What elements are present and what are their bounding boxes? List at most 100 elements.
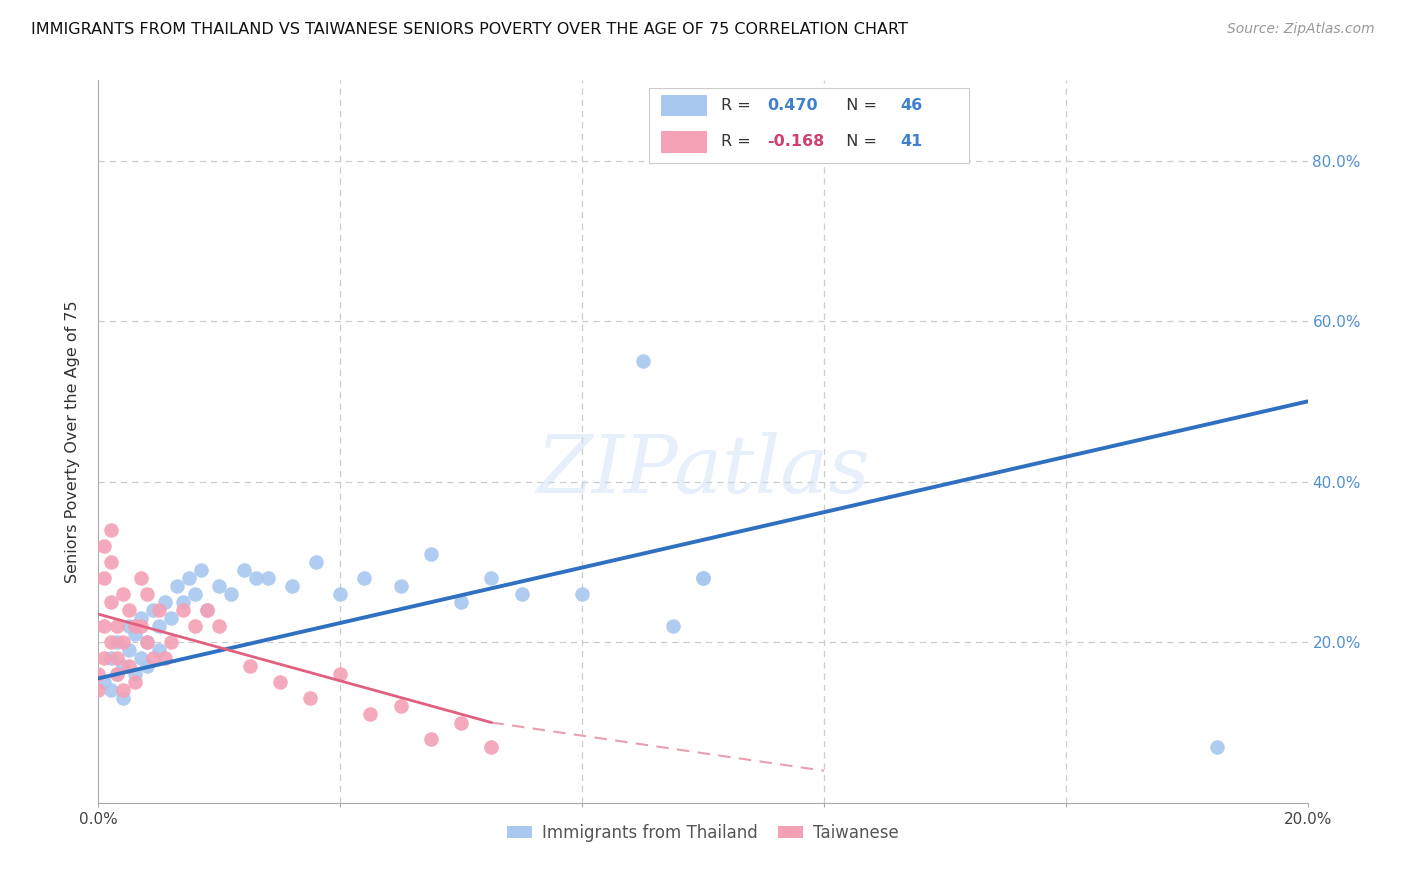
Point <box>360 707 382 722</box>
Point <box>353 571 375 585</box>
Point <box>661 619 683 633</box>
Point <box>93 675 115 690</box>
Point <box>111 635 134 649</box>
Point <box>245 571 267 585</box>
Point <box>389 579 412 593</box>
Text: Source: ZipAtlas.com: Source: ZipAtlas.com <box>1227 22 1375 37</box>
Point <box>142 603 165 617</box>
Point <box>239 659 262 673</box>
Point <box>208 579 231 593</box>
Point <box>329 587 352 601</box>
Text: N =: N = <box>837 98 882 113</box>
Point <box>631 354 654 368</box>
Point <box>135 587 157 601</box>
Point <box>111 659 134 673</box>
Point <box>100 523 122 537</box>
Bar <box>661 95 707 117</box>
Text: 46: 46 <box>900 98 922 113</box>
Point <box>692 571 714 585</box>
Point <box>232 563 254 577</box>
Point <box>172 595 194 609</box>
Point <box>100 683 122 698</box>
Point <box>692 571 714 585</box>
Point <box>450 715 472 730</box>
Point <box>184 619 207 633</box>
Point <box>129 611 152 625</box>
Text: -0.168: -0.168 <box>768 134 824 149</box>
Point <box>87 683 110 698</box>
Text: IMMIGRANTS FROM THAILAND VS TAIWANESE SENIORS POVERTY OVER THE AGE OF 75 CORRELA: IMMIGRANTS FROM THAILAND VS TAIWANESE SE… <box>31 22 908 37</box>
Point <box>93 539 115 553</box>
Point <box>153 595 176 609</box>
Point <box>389 699 412 714</box>
Point <box>100 555 122 569</box>
Point <box>281 579 304 593</box>
FancyBboxPatch shape <box>648 87 969 163</box>
Point <box>160 611 183 625</box>
Point <box>148 643 170 657</box>
Point <box>148 619 170 633</box>
Point <box>172 603 194 617</box>
Point <box>135 635 157 649</box>
Text: 0.470: 0.470 <box>768 98 818 113</box>
Text: R =: R = <box>721 134 756 149</box>
Point <box>118 643 141 657</box>
Y-axis label: Seniors Poverty Over the Age of 75: Seniors Poverty Over the Age of 75 <box>65 301 80 582</box>
Point <box>124 675 146 690</box>
Point <box>166 579 188 593</box>
Point <box>184 587 207 601</box>
Point <box>179 571 201 585</box>
Point <box>135 635 157 649</box>
Point <box>481 571 503 585</box>
Text: 41: 41 <box>900 134 922 149</box>
Point <box>256 571 278 585</box>
Point <box>1206 739 1229 754</box>
Point <box>87 667 110 681</box>
Point <box>93 571 115 585</box>
Point <box>510 587 533 601</box>
Legend: Immigrants from Thailand, Taiwanese: Immigrants from Thailand, Taiwanese <box>501 817 905 848</box>
Point <box>129 571 152 585</box>
Point <box>100 595 122 609</box>
Point <box>111 587 134 601</box>
Point <box>153 651 176 665</box>
Point <box>305 555 328 569</box>
Point <box>118 603 141 617</box>
Text: N =: N = <box>837 134 882 149</box>
Point <box>195 603 218 617</box>
Point <box>105 635 128 649</box>
Point <box>160 635 183 649</box>
Point <box>105 667 128 681</box>
Point <box>269 675 291 690</box>
Text: ZIPatlas: ZIPatlas <box>536 432 870 509</box>
Text: R =: R = <box>721 98 756 113</box>
Point <box>420 547 443 561</box>
Point <box>129 651 152 665</box>
Point <box>420 731 443 746</box>
Point <box>142 651 165 665</box>
Point <box>105 667 128 681</box>
Point <box>148 603 170 617</box>
Point <box>124 627 146 641</box>
Bar <box>661 131 707 153</box>
Point <box>221 587 243 601</box>
Point <box>135 659 157 673</box>
Point <box>111 683 134 698</box>
Point <box>129 619 152 633</box>
Point <box>299 691 322 706</box>
Point <box>195 603 218 617</box>
Point <box>105 651 128 665</box>
Point <box>124 667 146 681</box>
Point <box>93 619 115 633</box>
Point <box>450 595 472 609</box>
Point <box>100 651 122 665</box>
Point <box>208 619 231 633</box>
Point <box>481 739 503 754</box>
Point <box>190 563 212 577</box>
Point <box>118 659 141 673</box>
Point <box>329 667 352 681</box>
Point <box>571 587 593 601</box>
Point <box>124 619 146 633</box>
Point <box>111 691 134 706</box>
Point <box>118 619 141 633</box>
